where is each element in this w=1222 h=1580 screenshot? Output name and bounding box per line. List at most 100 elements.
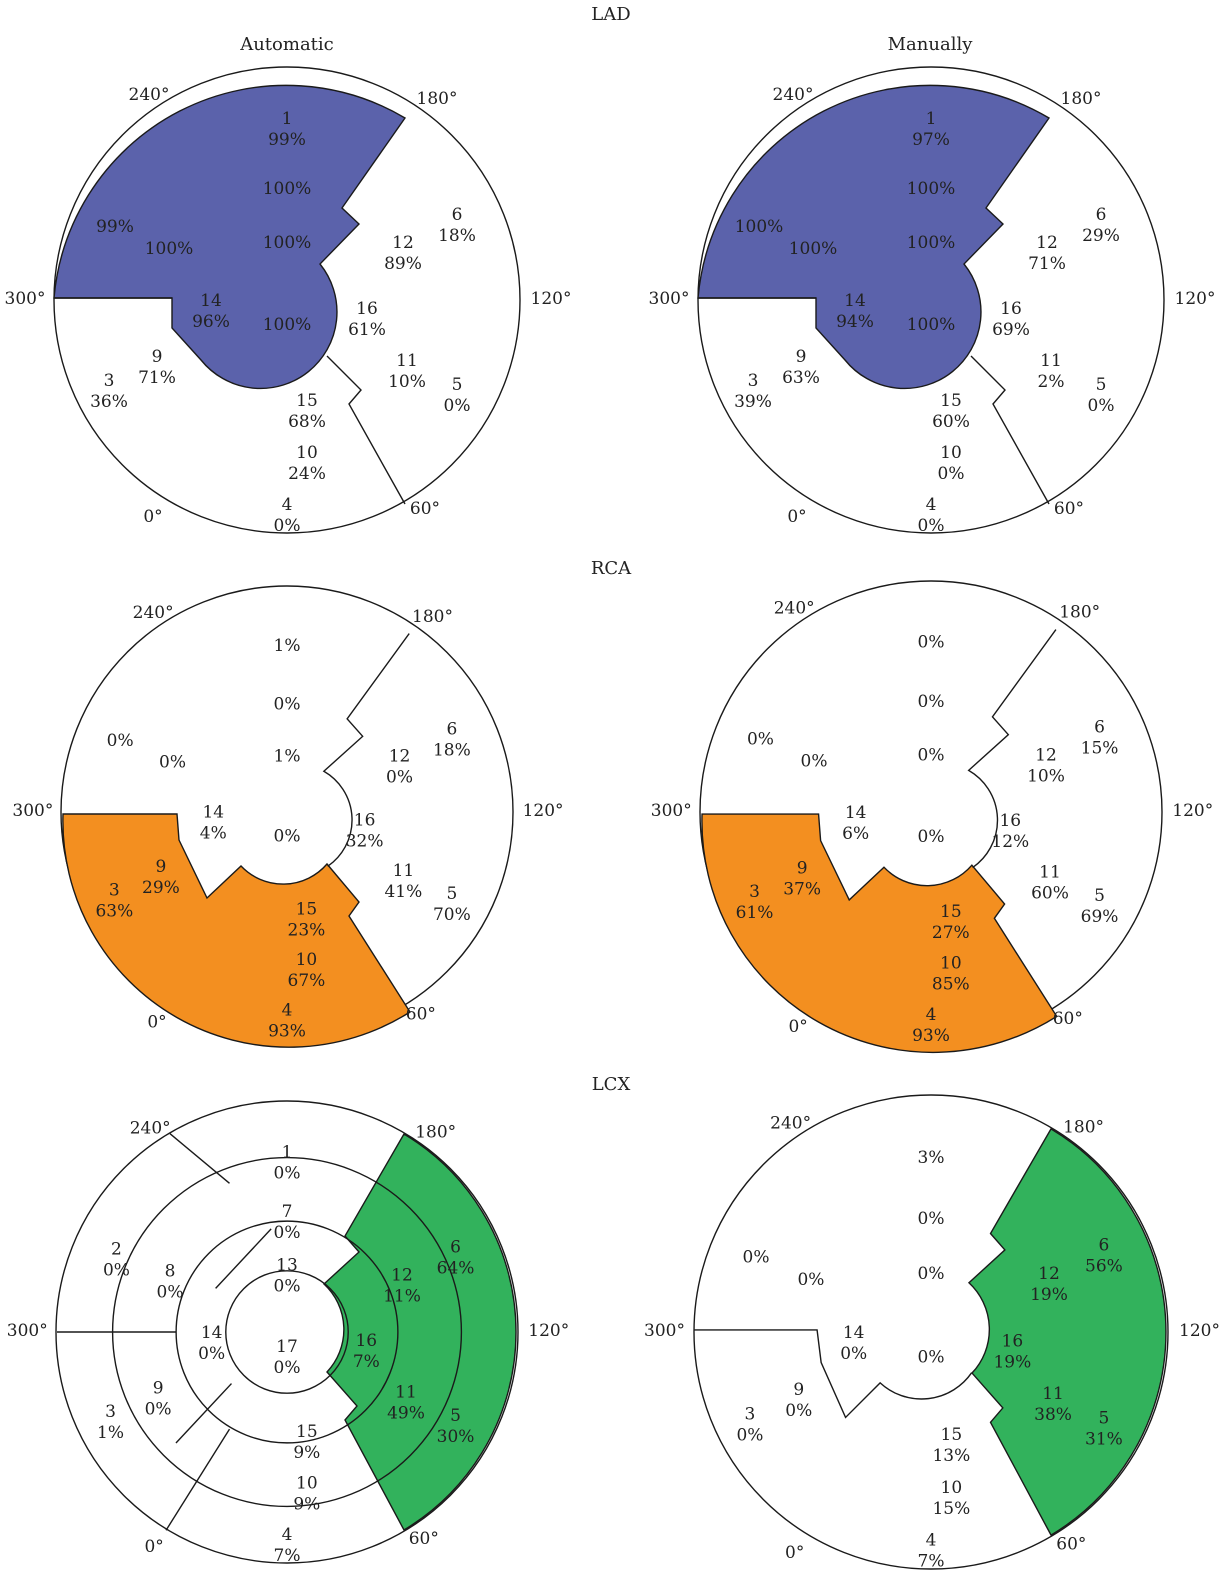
angle-label: 0° bbox=[144, 1537, 163, 1557]
angle-label: 60° bbox=[1053, 1009, 1083, 1029]
angle-label: 300° bbox=[12, 801, 53, 821]
angle-label: 180° bbox=[417, 89, 458, 109]
inner-ring-3 bbox=[225, 1270, 349, 1394]
group-title-lcx: LCX bbox=[592, 1074, 631, 1095]
segment-label: 6 18% bbox=[433, 719, 471, 760]
segment-label: 17 0% bbox=[274, 1337, 301, 1378]
segment-label: 15 23% bbox=[288, 900, 326, 941]
segment-label: 10 15% bbox=[932, 1478, 970, 1519]
segment-label: 5 69% bbox=[1081, 886, 1119, 927]
segment-label: 14 94% bbox=[836, 291, 874, 332]
segment-label: 12 11% bbox=[383, 1265, 421, 1306]
angle-label: 120° bbox=[528, 1321, 569, 1341]
segment-label: 4 93% bbox=[268, 1001, 306, 1042]
column-title-manually: Manually bbox=[888, 34, 974, 55]
angle-label: 300° bbox=[651, 801, 692, 821]
segment-label: 0% bbox=[918, 632, 945, 652]
segment-label: 5 31% bbox=[1085, 1409, 1123, 1450]
group-title-lad: LAD bbox=[591, 4, 630, 25]
segment-label: 14 96% bbox=[192, 291, 230, 332]
segment-label: 0% bbox=[274, 826, 301, 846]
angle-label: 240° bbox=[774, 599, 815, 619]
angle-label: 180° bbox=[1063, 1118, 1104, 1138]
territory-boundary bbox=[326, 355, 406, 505]
angle-label: 240° bbox=[129, 85, 170, 105]
segment-label: 5 30% bbox=[437, 1406, 475, 1447]
segment-label: 6 18% bbox=[438, 205, 476, 246]
segment-label: 3 0% bbox=[736, 1405, 763, 1446]
segment-label: 0% bbox=[918, 1347, 945, 1367]
segment-label: 3% bbox=[918, 1148, 945, 1168]
segment-label: 10 9% bbox=[293, 1474, 320, 1515]
segment-label: 3 1% bbox=[97, 1402, 124, 1443]
territory-boundary bbox=[967, 629, 1057, 869]
angle-label: 120° bbox=[523, 801, 564, 821]
segment-label: 1 0% bbox=[274, 1142, 301, 1183]
segment-label: 100% bbox=[789, 239, 838, 259]
segment-label: 12 19% bbox=[1030, 1264, 1068, 1305]
segment-label: 10 85% bbox=[932, 954, 970, 995]
segment-label: 14 4% bbox=[200, 803, 227, 844]
segment-label: 15 68% bbox=[288, 391, 326, 432]
segment-label: 10 24% bbox=[288, 443, 326, 484]
angle-label: 300° bbox=[7, 1321, 48, 1341]
segment-label: 6 15% bbox=[1081, 718, 1119, 759]
bullseye-rca-auto: 1% 0% 1% 0% 0% 6 18% 12 0% 14 4% 0% 16 32% 9 29%3 63% 11 4… bbox=[12, 585, 564, 1048]
angle-label: 180° bbox=[1061, 89, 1102, 109]
segment-label: 16 12% bbox=[991, 811, 1029, 852]
segment-label: 100% bbox=[263, 233, 312, 253]
segment-label: 100% bbox=[145, 239, 194, 259]
segment-label: 9 29% bbox=[142, 857, 180, 898]
territory-boundary bbox=[970, 355, 1050, 505]
angle-label: 300° bbox=[649, 289, 690, 309]
segment-label: 15 60% bbox=[932, 391, 970, 432]
segment-label: 4 7% bbox=[918, 1531, 945, 1572]
segment-label: 12 89% bbox=[384, 233, 422, 274]
segment-label: 0% bbox=[797, 1270, 824, 1290]
angle-label: 180° bbox=[1059, 603, 1100, 623]
segment-label: 9 63% bbox=[782, 347, 820, 388]
angle-label: 0° bbox=[787, 507, 806, 527]
segment-label: 100% bbox=[735, 217, 784, 237]
segment-label: 10 67% bbox=[288, 950, 326, 991]
bullseye-lcx-auto: 1 0% 7 0% 13 0% 2 0% 8 0% 6 64% 12 11% 14 0% 17 0% 16 7% 9 0%… bbox=[7, 1100, 569, 1566]
angle-label: 60° bbox=[1056, 1535, 1086, 1555]
segment-label: 99% bbox=[96, 217, 134, 237]
segment-label: 16 61% bbox=[348, 299, 386, 340]
segment-label: 11 49% bbox=[387, 1382, 425, 1423]
segment-label: 15 13% bbox=[932, 1425, 970, 1466]
segment-label: 4 0% bbox=[274, 495, 301, 536]
angle-label: 120° bbox=[1172, 801, 1213, 821]
segment-label: 14 6% bbox=[842, 803, 869, 844]
segment-label: 5 70% bbox=[433, 884, 471, 925]
segment-label: 0% bbox=[918, 745, 945, 765]
group-title-rca: RCA bbox=[591, 558, 632, 579]
inner-ring-2 bbox=[175, 1220, 399, 1444]
segment-label: 0% bbox=[274, 694, 301, 714]
angle-label: 60° bbox=[406, 1005, 436, 1025]
segment-label: 9 37% bbox=[783, 858, 821, 899]
bullseye-rca-manual: 0% 0% 0% 0% 0% 6 15% 12 10% 14 6% 0% 16 12% 9 37%3 61% 11… bbox=[651, 580, 1213, 1054]
segment-label: 2 0% bbox=[103, 1240, 130, 1281]
angle-label: 60° bbox=[409, 1529, 439, 1549]
segment-label: 3 36% bbox=[90, 371, 128, 412]
segment-label: 16 7% bbox=[353, 1331, 380, 1372]
segment-label: 100% bbox=[263, 315, 312, 335]
angle-label: 120° bbox=[1179, 1321, 1220, 1341]
segment-label: 3 63% bbox=[95, 880, 133, 921]
segment-label: 11 38% bbox=[1034, 1384, 1072, 1425]
segment-label: 12 0% bbox=[386, 746, 413, 787]
segment-label: 4 0% bbox=[918, 495, 945, 536]
segment-divider bbox=[165, 1428, 231, 1531]
segment-label: 12 71% bbox=[1028, 233, 1066, 274]
segment-label: 0% bbox=[918, 1264, 945, 1284]
angle-label: 0° bbox=[785, 1543, 804, 1563]
segment-label: 9 0% bbox=[145, 1378, 172, 1419]
territory-rca bbox=[62, 813, 411, 1048]
segment-label: 8 0% bbox=[157, 1261, 184, 1302]
bullseye-lad-auto: 1 99% 100% 100% 99% 100% 6 18% 12 89% 14 96% 100% 16 6… bbox=[5, 66, 571, 536]
angle-label: 0° bbox=[143, 507, 162, 527]
bullseye-lcx-manual: 3% 0% 0% 0% 0% 6 56% 12 19% 14 0% 0% 16 19% 9 0% 3 0% 11 38… bbox=[644, 1094, 1220, 1572]
segment-divider bbox=[169, 1133, 230, 1184]
